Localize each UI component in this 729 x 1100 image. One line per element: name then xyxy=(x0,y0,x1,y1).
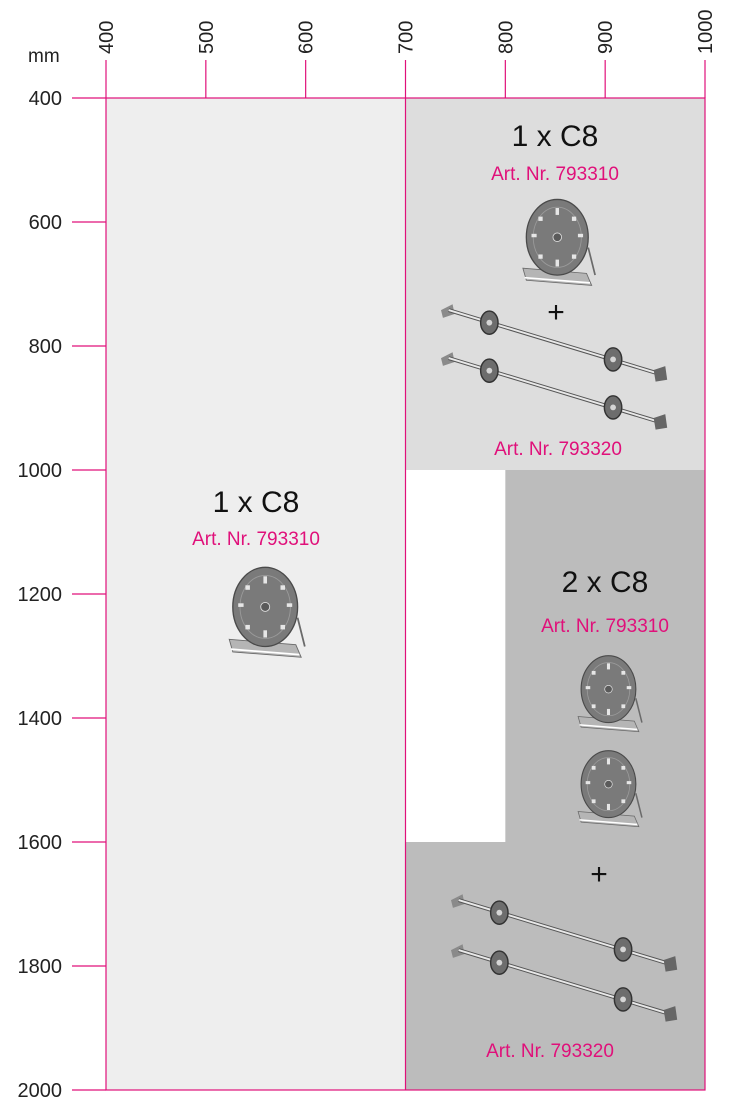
zone-c-article: Art. Nr. 793310 xyxy=(541,616,669,637)
zone-c-quantity: 2 x C8 xyxy=(562,566,649,599)
x-tick-label: 700 xyxy=(396,21,418,54)
zone-c-plus: + xyxy=(590,858,608,891)
y-tick-label: 2000 xyxy=(18,1080,63,1100)
zone-c-shaft-article: Art. Nr. 793320 xyxy=(486,1041,614,1062)
zone-b-article: Art. Nr. 793310 xyxy=(491,164,619,185)
y-tick-label: 800 xyxy=(29,336,62,358)
zone-b-plus: + xyxy=(547,296,565,329)
zone-area-3 xyxy=(405,842,705,1090)
y-tick-label: 1000 xyxy=(18,460,63,482)
x-tick-label: 800 xyxy=(495,21,517,54)
x-unit-label: mm xyxy=(28,46,60,67)
y-tick-label: 1400 xyxy=(18,708,63,730)
zone-area-1 xyxy=(405,98,705,470)
y-tick-label: 400 xyxy=(29,88,62,110)
y-tick-label: 1800 xyxy=(18,956,63,978)
x-tick-label: 400 xyxy=(96,21,118,54)
zone-b-shaft-article: Art. Nr. 793320 xyxy=(494,439,622,460)
y-tick-label: 1600 xyxy=(18,832,63,854)
zone-a-quantity: 1 x C8 xyxy=(213,486,300,519)
x-tick-label: 600 xyxy=(296,21,318,54)
x-tick-label: 900 xyxy=(595,21,617,54)
x-tick-label: 1000 xyxy=(695,10,717,55)
y-tick-label: 600 xyxy=(29,212,62,234)
zone-b-quantity: 1 x C8 xyxy=(512,120,599,153)
zone-a-article: Art. Nr. 793310 xyxy=(192,529,320,550)
y-tick-label: 1200 xyxy=(18,584,63,606)
x-tick-label: 500 xyxy=(196,21,218,54)
